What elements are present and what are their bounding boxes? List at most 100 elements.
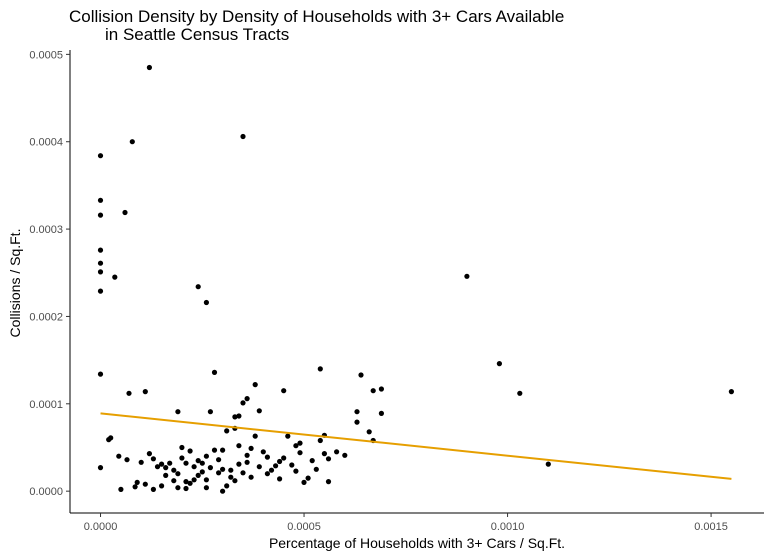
data-point	[199, 460, 205, 466]
data-point	[301, 479, 307, 485]
data-point	[354, 409, 360, 415]
data-point	[252, 433, 258, 439]
data-point	[305, 475, 311, 481]
data-point	[228, 474, 234, 480]
data-point	[293, 468, 299, 474]
data-point	[146, 451, 152, 457]
data-point	[240, 400, 246, 406]
data-point	[142, 481, 148, 487]
data-point	[464, 273, 470, 279]
data-point	[183, 479, 189, 485]
data-point	[285, 433, 291, 439]
data-point	[191, 464, 197, 470]
data-point	[129, 139, 135, 145]
data-point	[232, 478, 238, 484]
y-tick-label: 0.0003	[29, 224, 63, 236]
data-point	[268, 467, 275, 473]
data-point	[97, 197, 104, 203]
data-point	[175, 409, 181, 415]
data-point	[132, 484, 138, 490]
data-point	[97, 247, 104, 253]
data-point	[191, 477, 197, 483]
data-point	[203, 477, 209, 483]
data-point	[325, 456, 332, 462]
data-point	[187, 480, 193, 486]
data-point	[264, 471, 270, 477]
data-point	[297, 450, 303, 456]
data-point	[97, 465, 104, 471]
data-point	[106, 437, 112, 443]
data-point	[244, 459, 250, 465]
data-point	[146, 64, 152, 71]
data-point	[277, 476, 283, 482]
data-point	[97, 371, 104, 377]
data-point	[183, 485, 189, 492]
chart-title-line-2: in Seattle Census Tracts	[105, 25, 289, 44]
data-point	[203, 453, 209, 459]
data-point	[248, 445, 254, 451]
data-point	[358, 372, 364, 378]
data-point	[150, 456, 156, 462]
data-point	[334, 449, 340, 455]
data-point	[195, 458, 201, 464]
data-point	[216, 457, 222, 463]
data-point	[220, 488, 226, 494]
data-point	[97, 153, 104, 159]
x-tick-label: 0.0010	[491, 521, 525, 533]
y-axis-ticks: 0.0000 0.0001 0.0002 0.0003 0.0004 0.0005	[29, 49, 70, 498]
x-tick-label: 0.0005	[287, 521, 321, 533]
data-point	[97, 269, 104, 275]
x-axis-title: Percentage of Households with 3+ Cars / …	[269, 535, 565, 551]
data-point	[281, 455, 287, 461]
data-point	[154, 464, 161, 470]
data-point	[159, 483, 165, 489]
y-tick-label: 0.0001	[29, 399, 63, 411]
data-point	[325, 479, 332, 485]
data-point	[97, 260, 104, 266]
data-point	[216, 470, 222, 476]
data-point	[211, 447, 218, 453]
trend-line	[100, 412, 732, 480]
data-point	[240, 133, 246, 140]
data-point	[124, 457, 130, 463]
data-point	[171, 478, 177, 484]
data-point	[97, 288, 104, 294]
data-point	[321, 451, 327, 457]
data-point	[728, 389, 735, 395]
data-point	[370, 388, 376, 394]
data-point	[224, 483, 230, 489]
data-point	[264, 454, 270, 460]
y-axis-title: Collisions / Sq.Ft.	[7, 229, 23, 338]
y-tick-label: 0.0004	[29, 137, 63, 149]
data-point	[195, 284, 201, 290]
data-point	[244, 452, 250, 458]
data-point	[309, 458, 315, 464]
data-point	[175, 471, 181, 477]
data-point	[116, 453, 122, 459]
data-point	[496, 361, 502, 367]
data-point	[163, 465, 169, 471]
data-point	[236, 413, 242, 419]
data-point	[179, 455, 185, 461]
data-point	[175, 485, 181, 491]
plot-area	[97, 64, 735, 494]
data-point	[167, 460, 173, 466]
data-point	[354, 419, 360, 425]
data-point	[195, 472, 201, 478]
y-tick-label: 0.0005	[29, 49, 63, 61]
data-point	[228, 467, 234, 473]
data-point	[220, 447, 226, 453]
data-point	[236, 443, 242, 449]
data-point	[187, 448, 193, 454]
data-point	[277, 458, 283, 465]
data-point	[256, 464, 262, 470]
y-tick-label: 0.0002	[29, 311, 63, 323]
data-point	[273, 463, 279, 469]
data-point	[256, 408, 262, 414]
data-point	[142, 389, 148, 395]
data-point	[122, 209, 128, 216]
data-point	[118, 486, 124, 492]
data-point	[240, 470, 246, 476]
x-tick-label: 0.0015	[694, 521, 728, 533]
